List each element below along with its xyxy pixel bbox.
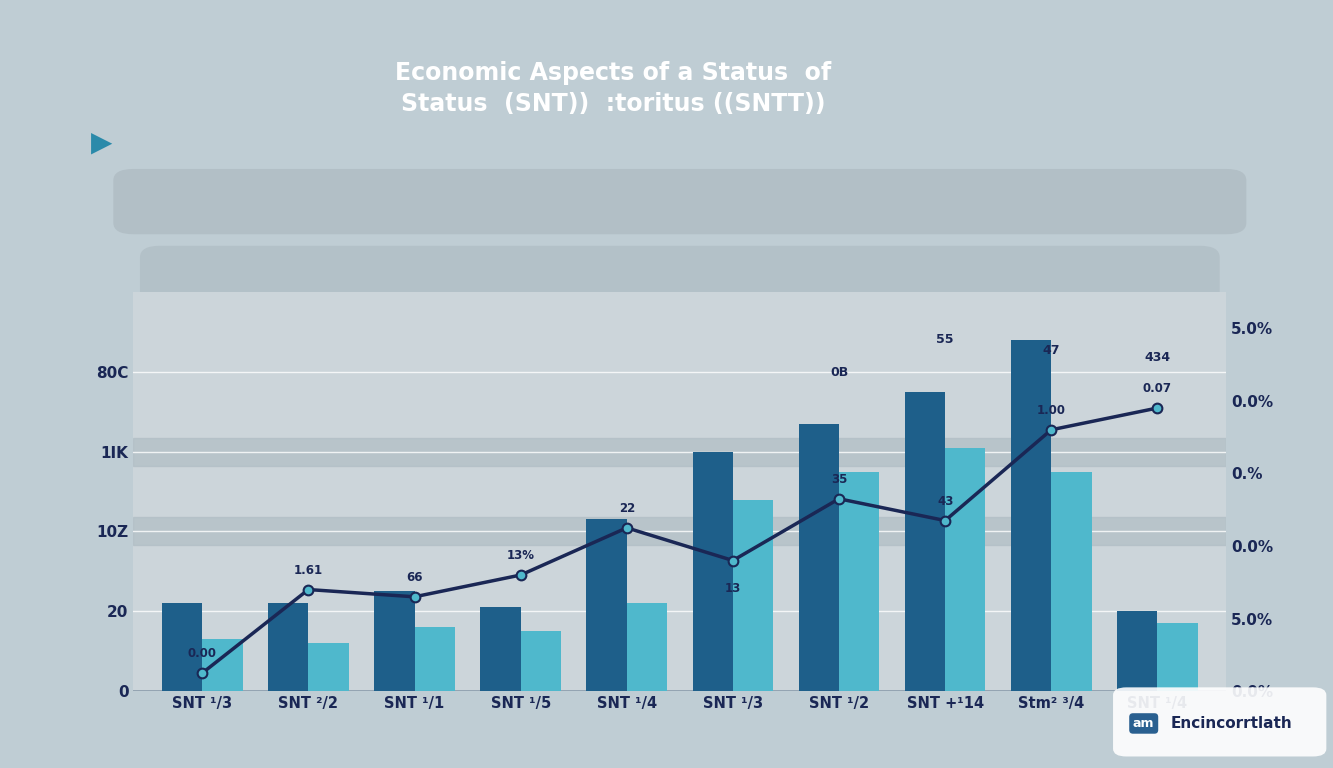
Bar xyxy=(693,452,733,691)
Bar xyxy=(733,499,773,691)
Text: 66: 66 xyxy=(407,571,423,584)
Bar xyxy=(798,424,838,691)
Text: 13%: 13% xyxy=(507,549,535,562)
Text: 22: 22 xyxy=(619,502,635,515)
Bar xyxy=(1117,611,1157,691)
Bar xyxy=(521,631,561,691)
Bar xyxy=(203,639,243,691)
Bar xyxy=(308,644,349,691)
Text: 47: 47 xyxy=(1042,344,1060,357)
Text: 13: 13 xyxy=(725,582,741,595)
Bar xyxy=(161,604,203,691)
Text: 434: 434 xyxy=(1144,352,1170,365)
Bar xyxy=(1157,624,1198,691)
Bar xyxy=(587,519,627,691)
Text: 35: 35 xyxy=(830,473,848,486)
Text: 1.61: 1.61 xyxy=(293,564,323,577)
Text: Encincorrtlath: Encincorrtlath xyxy=(1170,716,1292,731)
Text: 0B: 0B xyxy=(830,366,848,379)
Bar xyxy=(415,627,455,691)
Text: 43: 43 xyxy=(937,495,953,508)
Bar xyxy=(375,591,415,691)
Text: 0.00: 0.00 xyxy=(188,647,217,660)
Bar xyxy=(133,518,1226,545)
Bar xyxy=(268,604,308,691)
Bar xyxy=(838,472,880,691)
Text: am: am xyxy=(1133,717,1154,730)
Bar xyxy=(1052,472,1092,691)
Text: ▶: ▶ xyxy=(91,128,112,156)
Bar xyxy=(480,607,521,691)
Bar xyxy=(945,448,985,691)
Text: 0.07: 0.07 xyxy=(1142,382,1172,396)
Text: Economic Aspects of a Status  of
Status  (SNT))  :toritus ((SNTT)): Economic Aspects of a Status of Status (… xyxy=(395,61,832,116)
Bar xyxy=(133,438,1226,465)
Text: 1.00: 1.00 xyxy=(1037,404,1066,417)
Text: 55: 55 xyxy=(936,333,954,346)
Bar xyxy=(905,392,945,691)
Bar xyxy=(1010,339,1052,691)
Bar xyxy=(627,604,666,691)
